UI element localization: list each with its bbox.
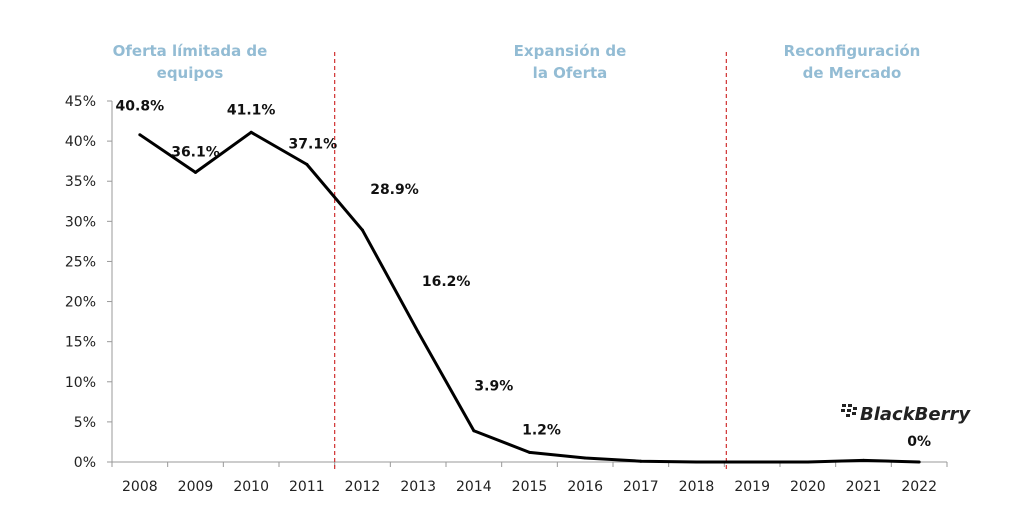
data-label: 36.1% <box>171 144 220 160</box>
data-point <box>194 170 197 174</box>
y-tick-label: 35% <box>65 174 96 190</box>
data-point <box>750 460 754 464</box>
phase-label: de Mercado <box>803 64 902 82</box>
x-tick-label: 2008 <box>122 479 158 495</box>
phase-label: equipos <box>157 64 224 82</box>
phase-label: Reconfiguración <box>784 42 921 60</box>
data-label: 1.2% <box>522 422 561 438</box>
data-point <box>249 130 253 134</box>
y-tick-label: 40% <box>65 134 96 150</box>
data-point <box>472 429 476 433</box>
blackberry-logo: BlackBerry <box>841 404 971 425</box>
x-tick-label: 2019 <box>734 479 770 495</box>
data-point <box>695 460 698 464</box>
series-line <box>138 130 920 464</box>
x-tick-label: 2014 <box>456 479 492 495</box>
data-point <box>917 460 921 464</box>
x-tick-label: 2022 <box>901 479 937 495</box>
data-label: 37.1% <box>289 136 338 152</box>
blackberry-logo-icon <box>841 404 857 417</box>
y-tick-label: 15% <box>65 335 96 351</box>
y-tick-label: 10% <box>65 375 96 391</box>
data-label: 16.2% <box>422 274 471 290</box>
y-tick-label: 20% <box>65 295 96 311</box>
x-tick-label: 2018 <box>679 479 715 495</box>
data-label: 28.9% <box>370 182 419 198</box>
data-label: 0% <box>907 434 931 450</box>
data-point <box>639 459 643 463</box>
x-tick-label: 2017 <box>623 479 659 495</box>
phase-label: la Oferta <box>533 64 608 82</box>
y-tick-label: 25% <box>65 254 96 270</box>
x-tick-label: 2010 <box>233 479 269 495</box>
data-point <box>138 133 142 137</box>
y-tick-label: 45% <box>65 94 96 110</box>
x-tick-label: 2020 <box>790 479 826 495</box>
x-tick-label: 2009 <box>178 479 214 495</box>
x-tick-label: 2012 <box>345 479 381 495</box>
data-point <box>583 456 587 460</box>
data-label: 40.8% <box>116 99 165 115</box>
data-label: 3.9% <box>474 379 513 395</box>
y-tick-label: 5% <box>74 415 96 431</box>
x-tick-label: 2016 <box>567 479 603 495</box>
x-tick-label: 2013 <box>400 479 436 495</box>
data-label: 41.1% <box>227 102 276 118</box>
y-tick-label: 0% <box>74 455 96 471</box>
data-point <box>305 162 309 166</box>
blackberry-logo-text: BlackBerry <box>860 404 971 425</box>
data-point <box>806 460 810 464</box>
x-tick-label: 2015 <box>512 479 548 495</box>
phase-label: Oferta límitada de <box>113 42 268 60</box>
y-tick-label: 30% <box>65 214 96 230</box>
data-point <box>361 228 364 232</box>
phase-label: Expansión de <box>514 42 627 60</box>
data-point <box>862 458 865 462</box>
x-tick-label: 2021 <box>846 479 882 495</box>
x-tick-label: 2011 <box>289 479 325 495</box>
data-point <box>528 450 531 454</box>
data-point <box>416 330 420 334</box>
